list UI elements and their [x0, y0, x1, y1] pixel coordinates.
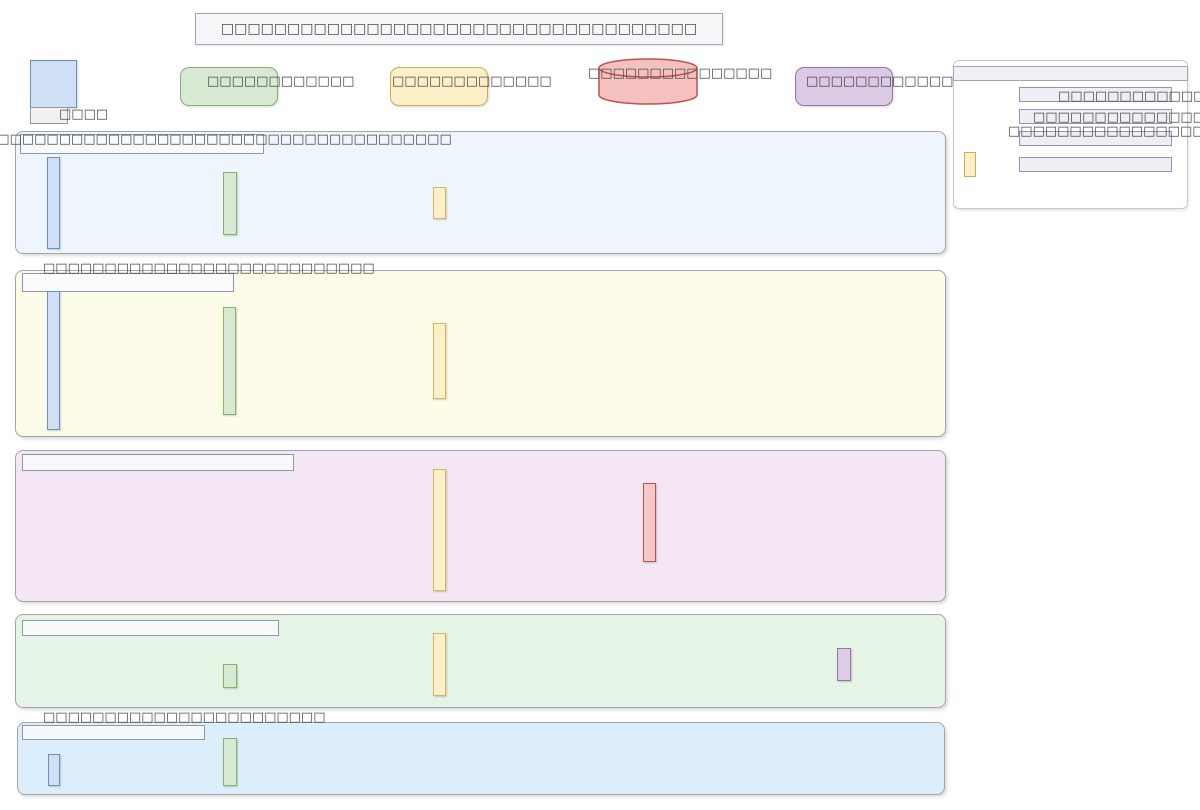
activation-bar-blue-phase-5	[48, 754, 60, 786]
phase-band-2	[15, 270, 946, 437]
phase-3-label-box	[22, 454, 294, 471]
activation-bar-blue-phase-2	[47, 291, 60, 430]
process-node-yellow-label: □□□□□□□□□□□□□	[392, 74, 552, 89]
process-node-yellow	[390, 67, 488, 106]
activation-bar-yellow-phase-3	[433, 469, 446, 591]
legend-row-1-label: □□□□□□□□□□□□□□□	[1058, 89, 1200, 104]
actor-label-box	[30, 107, 68, 124]
phase-band-3	[15, 450, 946, 602]
process-node-green	[180, 67, 278, 106]
diagram-title-box: □□□□□□□□□□□□□□□□□□□□□□□□□□□□□□□□□□□□	[195, 13, 723, 45]
phase-2-label: □□□□□□□□□□□□□□□□□□□□□□□□□□□	[43, 261, 375, 276]
database-cylinder	[598, 58, 698, 105]
process-node-green-label: □□□□□□□□□□□□	[207, 74, 355, 89]
activation-bar-yellow-phase-2	[433, 323, 446, 399]
legend-row-2-bar	[1019, 109, 1172, 124]
phase-5-label: □□□□□□□□□□□□□□□□□□□□□□□	[43, 710, 326, 725]
phase-1-label: □□□□□□□□□□□□□□□□□□□□□□□□□□□□□□□□□□□□□□	[0, 132, 452, 147]
legend-row-3-bar	[1019, 131, 1172, 146]
actor-label: □□□□	[59, 107, 109, 122]
legend-row-4-bar	[1019, 157, 1172, 172]
legend-header-bar	[953, 66, 1188, 81]
legend-swatch-yellow	[964, 152, 976, 177]
phase-5-label-box	[22, 725, 205, 740]
activation-bar-blue-phase-1	[47, 157, 60, 249]
diagram-title: □□□□□□□□□□□□□□□□□□□□□□□□□□□□□□□□□□□□	[220, 21, 698, 37]
activation-bar-yellow-phase-1	[433, 187, 446, 219]
activation-bar-green-phase-2	[223, 307, 236, 415]
activation-bar-red-phase-3	[643, 483, 656, 562]
activation-bar-purple-phase-4	[837, 648, 851, 681]
process-node-purple	[795, 67, 893, 106]
database-label: □□□□□□□□□□□□□□□	[588, 66, 773, 81]
phase-1-label-box	[20, 134, 264, 154]
process-node-purple-label: □□□□□□□□□□□□□□□	[806, 74, 991, 89]
activation-bar-green-phase-1	[223, 172, 237, 235]
activation-bar-green-phase-4	[223, 664, 237, 688]
phase-2-label-box	[22, 273, 234, 292]
phase-4-label-box	[22, 620, 279, 636]
legend-row-2-label: □□□□□□□□□□□□□□□□□□□□□□□□□□	[1033, 110, 1200, 125]
legend-row-1-bar	[1019, 87, 1172, 102]
activation-bar-yellow-phase-4	[433, 633, 446, 696]
actor-node	[30, 60, 77, 108]
activation-bar-green-phase-5	[223, 738, 237, 786]
legend-row-3-label: □□□□□□□□□□□□□□□□□□□□□□	[1008, 124, 1200, 139]
